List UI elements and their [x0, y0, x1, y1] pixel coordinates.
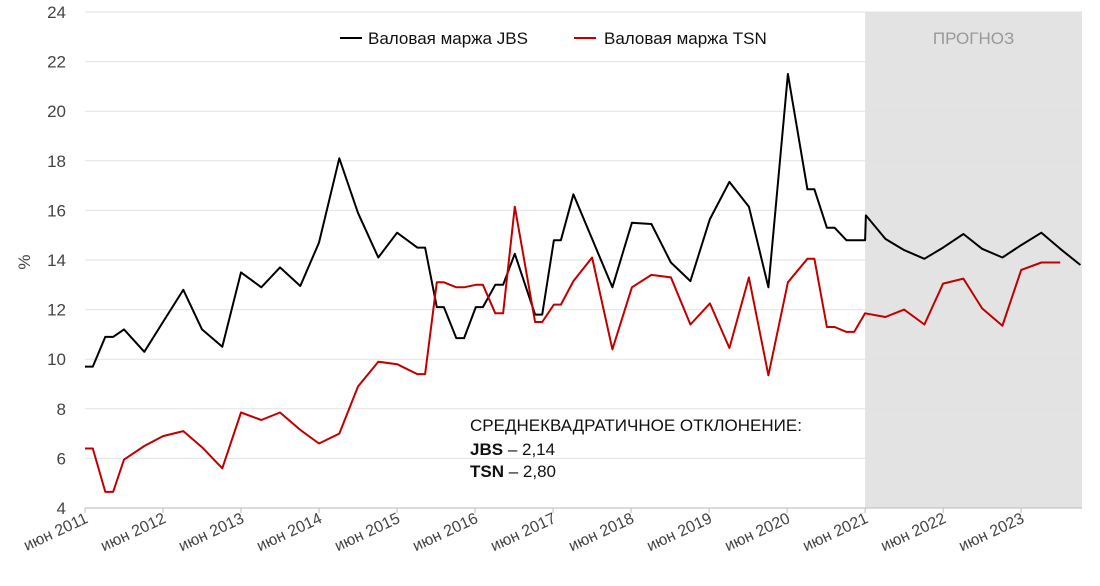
x-tick-label: июн 2023	[956, 510, 1027, 555]
x-tick-label: июн 2013	[176, 510, 247, 555]
x-tick-label: июн 2020	[722, 510, 793, 555]
annotation-tsn-value: – 2,80	[509, 462, 556, 481]
legend-label-tsn: Валовая маржа TSN	[604, 29, 767, 48]
y-tick-label: 8	[57, 400, 66, 419]
x-tick-label: июн 2019	[644, 510, 715, 555]
series-line-tsn	[85, 205, 1061, 493]
annotation-title: СРЕДНЕКВАДРАТИЧНОЕ ОТКЛОНЕНИЕ:	[470, 416, 802, 435]
std-dev-annotation: СРЕДНЕКВАДРАТИЧНОЕ ОТКЛОНЕНИЕ: JBS – 2,1…	[470, 416, 802, 481]
legend: Валовая маржа JBS Валовая маржа TSN	[340, 29, 767, 48]
x-tick-label: июн 2022	[878, 510, 949, 555]
series-lines	[85, 73, 1082, 493]
annotation-tsn: TSN – 2,80	[470, 462, 556, 481]
legend-label-jbs: Валовая маржа JBS	[368, 29, 528, 48]
gridlines	[85, 11, 1082, 509]
y-tick-label: 10	[47, 350, 66, 369]
x-tick-label: июн 2017	[488, 510, 559, 555]
y-tick-label: 24	[47, 3, 66, 22]
x-tick-label: июн 2014	[254, 510, 325, 555]
x-axis-ticks: июн 2011 июн 2012 июн 2013 июн 2014 июн 2015…	[21, 508, 1027, 555]
y-axis-ticks: 4 6 8 10 12 14 16 18 20 22 24	[47, 3, 66, 518]
y-tick-label: 18	[47, 152, 66, 171]
y-tick-label: 14	[47, 251, 66, 270]
forecast-label: ПРОГНОЗ	[933, 29, 1014, 48]
y-tick-label: 20	[47, 102, 66, 121]
annotation-jbs: JBS – 2,14	[470, 440, 555, 459]
y-tick-label: 22	[47, 53, 66, 72]
annotation-jbs-value: – 2,14	[508, 440, 555, 459]
y-tick-label: 4	[57, 499, 66, 518]
y-axis-label: %	[15, 254, 34, 269]
y-tick-label: 12	[47, 301, 66, 320]
x-tick-label: июн 2015	[332, 510, 403, 555]
y-tick-label: 16	[47, 201, 66, 220]
x-tick-label: июн 2016	[410, 510, 481, 555]
x-tick-label: июн 2021	[800, 510, 871, 555]
annotation-jbs-name: JBS	[470, 440, 503, 459]
x-tick-label: июн 2012	[98, 510, 169, 555]
x-tick-label: июн 2018	[566, 510, 637, 555]
annotation-tsn-name: TSN	[470, 462, 504, 481]
y-tick-label: 6	[57, 449, 66, 468]
series-line-jbs	[85, 73, 1082, 368]
